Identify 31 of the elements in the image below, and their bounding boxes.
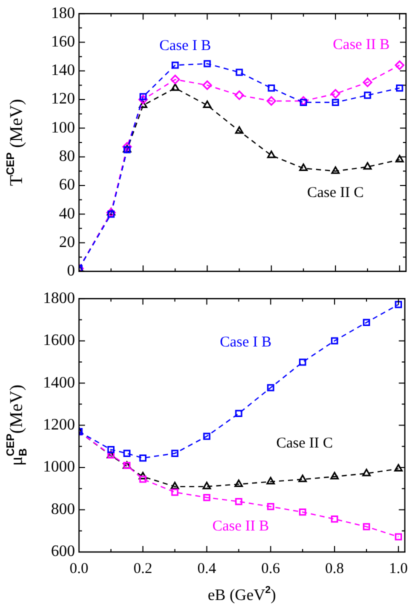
y-tick-label: 140 [51, 62, 75, 80]
y-tick-label: 1400 [43, 374, 75, 392]
y-tick-label: 600 [51, 543, 75, 560]
x-tick-label: 0.8 [325, 560, 344, 577]
y-tick-label: 1800 [43, 290, 75, 307]
x-tick-label: 0.6 [261, 560, 281, 577]
y-tick-label: 60 [59, 176, 75, 194]
y-tick-label: 0 [67, 262, 75, 280]
annotation: Case II B [212, 518, 269, 535]
y-tick-label: 800 [51, 500, 75, 518]
y-axis-title: TCEP (MeV) [4, 98, 26, 186]
y-axis-title: μBCEP(MeV) [4, 384, 30, 466]
annotation: Case II C [307, 185, 364, 202]
x-tick-label: 1.0 [389, 560, 408, 577]
y-tick-label: 100 [51, 119, 75, 136]
y-tick-label: 40 [59, 205, 75, 222]
annotation: Case II B [332, 37, 390, 54]
y-tick-label: 180 [51, 4, 75, 22]
y-tick-label: 120 [51, 90, 75, 108]
x-tick-label: 0.2 [134, 560, 152, 577]
y-tick-label: 80 [59, 148, 75, 166]
x-tick-label: 0.0 [70, 560, 88, 577]
y-tick-label: 1600 [43, 332, 75, 350]
annotation: Case II C [276, 436, 333, 452]
y-tick-label: 20 [59, 234, 75, 251]
y-tick-label: 1000 [43, 458, 75, 476]
annotation: Case I B [159, 38, 212, 54]
annotation: Case I B [220, 334, 272, 351]
y-tick-label: 1200 [43, 416, 75, 434]
x-tick-label: 0.4 [197, 560, 217, 577]
y-tick-label: 160 [51, 33, 75, 50]
